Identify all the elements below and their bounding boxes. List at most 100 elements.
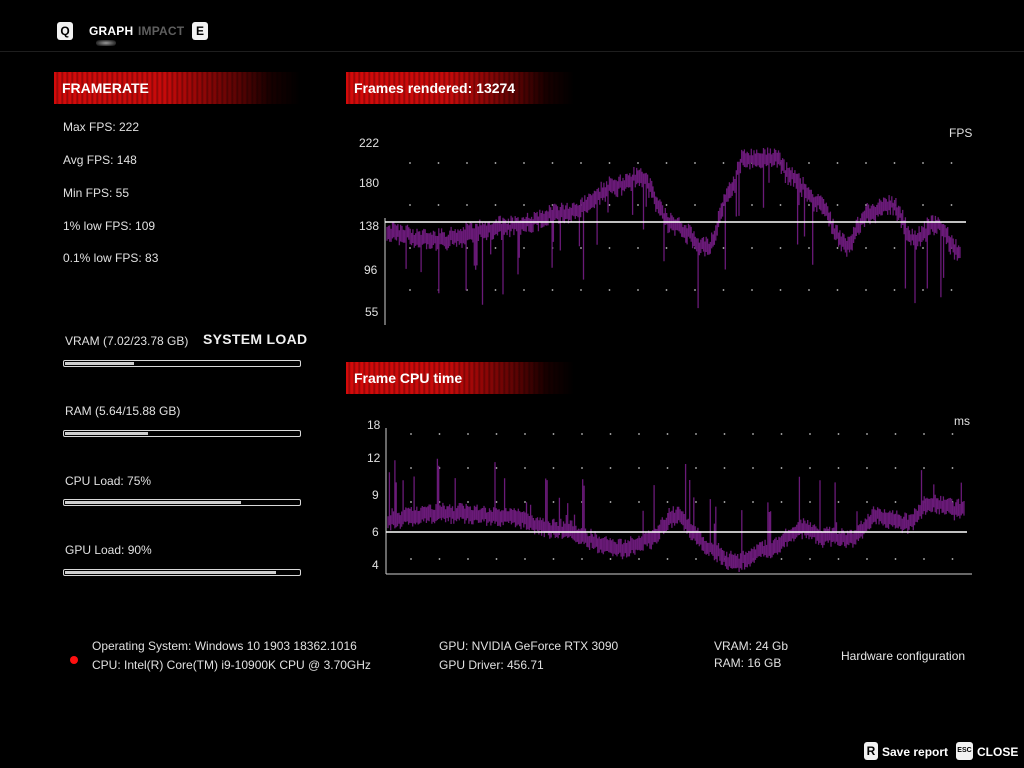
cpu-grid-dot	[752, 433, 754, 435]
fps-ytick: 222	[359, 136, 380, 150]
fps-grid-dot	[893, 247, 896, 249]
fps-grid-dot	[437, 204, 440, 206]
active-tab-indicator	[96, 40, 116, 46]
fps-grid-dot	[665, 204, 668, 206]
cpu-grid-dot	[780, 558, 783, 560]
cpu-grid-dot	[438, 558, 441, 560]
cpu-grid-dot	[495, 467, 498, 469]
cpu-grid-dot	[837, 558, 840, 560]
cpu-grid-dot	[894, 558, 897, 560]
cpu-ytick: 9	[372, 488, 379, 502]
cpu-grid-dot	[866, 433, 868, 435]
cpu-load-bar	[63, 499, 301, 506]
fps-grid-dot	[580, 289, 582, 291]
cpu-grid-dot	[552, 433, 555, 435]
fps-ytick: 180	[359, 176, 380, 190]
cpu-grid-dot	[951, 467, 954, 469]
cpu-ytick: 12	[367, 451, 381, 465]
cpu-grid-dot	[609, 501, 612, 503]
cpu-grid-dot	[524, 501, 526, 503]
fps-grid-dot	[865, 204, 867, 206]
cpu-grid-dot	[524, 433, 526, 435]
cpu-ytick: 18	[367, 418, 381, 432]
fps-grid-dot	[409, 162, 411, 164]
fps-grid-dot	[865, 162, 867, 164]
fps-grid-dot	[608, 247, 611, 249]
fps-grid-dot	[523, 289, 525, 291]
cpu-grid-dot	[438, 433, 441, 435]
close-button[interactable]: CLOSE	[977, 745, 1019, 759]
fps-grid-dot	[494, 247, 497, 249]
esc-key-icon[interactable]: ESC	[956, 742, 973, 760]
fps-grid-dot	[950, 162, 953, 164]
fps-ytick: 55	[365, 305, 379, 319]
fps-grid-dot	[608, 289, 611, 291]
fps-grid-dot	[637, 162, 639, 164]
fps-ytick: 138	[359, 219, 380, 233]
fps-trace	[386, 147, 961, 309]
gpu-load-bar	[63, 569, 301, 576]
fps-grid-dot	[551, 162, 554, 164]
header-divider	[0, 51, 1024, 52]
cpu-grid-dot	[638, 558, 640, 560]
cpu-load-label: CPU Load: 75%	[65, 474, 152, 488]
fps-grid-dot	[494, 204, 497, 206]
cpu-grid-dot	[467, 558, 469, 560]
fps-grid-dot	[751, 204, 753, 206]
hardware-configuration-label: Hardware configuration	[841, 649, 966, 663]
fps-grid-dot	[836, 247, 839, 249]
cpu-trace	[387, 458, 965, 572]
gpu-driver-info: GPU Driver: 456.71	[439, 658, 544, 672]
max-fps-stat: Max FPS: 222	[63, 120, 140, 134]
cpu-grid-dot	[410, 433, 412, 435]
min-fps-stat: Min FPS: 55	[63, 186, 130, 200]
cpu-grid-dot	[609, 467, 612, 469]
tab-graph[interactable]: GRAPH	[89, 24, 134, 38]
fps-grid-dot	[694, 204, 696, 206]
cpu-grid-dot	[866, 558, 868, 560]
fps-grid-dot	[523, 162, 525, 164]
save-report-button[interactable]: Save report	[882, 745, 949, 759]
fps-grid-dot	[551, 289, 554, 291]
cpu-grid-dot	[581, 467, 583, 469]
cpu-info: CPU: Intel(R) Core(TM) i9-10900K CPU @ 3…	[92, 658, 371, 672]
tab-impact[interactable]: IMPACT	[138, 24, 185, 38]
cpu-grid-dot	[552, 558, 555, 560]
fps-grid-dot	[580, 247, 582, 249]
cpu-grid-dot	[923, 467, 925, 469]
vram-load-fill	[65, 362, 134, 365]
cpu-grid-dot	[695, 467, 697, 469]
cpu-grid-dot	[609, 558, 612, 560]
fps-grid-dot	[466, 204, 468, 206]
gpu-load-label: GPU Load: 90%	[65, 543, 152, 557]
e-key-button[interactable]: E	[192, 22, 208, 40]
r-key-icon[interactable]: R	[864, 742, 878, 760]
fps-grid-dot	[494, 289, 497, 291]
fps-grid-dot	[523, 204, 525, 206]
fps-unit-label: FPS	[949, 126, 973, 140]
fps-grid-dot	[865, 247, 867, 249]
cpu-grid-dot	[780, 501, 783, 503]
point-one-percent-low-stat: 0.1% low FPS: 83	[63, 251, 159, 265]
fps-grid-dot	[779, 247, 782, 249]
cpu-grid-dot	[695, 558, 697, 560]
cpu-grid-dot	[809, 558, 811, 560]
cpu-grid-dot	[923, 558, 925, 560]
fps-grid-dot	[437, 162, 440, 164]
cpu-grid-dot	[809, 433, 811, 435]
fps-grid-dot	[722, 289, 725, 291]
cpu-grid-dot	[552, 467, 555, 469]
fps-grid-dot	[779, 204, 782, 206]
fps-grid-dot	[779, 289, 782, 291]
system-load-title: SYSTEM LOAD	[203, 331, 308, 347]
fps-ytick: 96	[364, 263, 378, 277]
fps-grid-dot	[836, 289, 839, 291]
cpu-grid-dot	[752, 501, 754, 503]
cpu-grid-dot	[638, 501, 640, 503]
q-key-button[interactable]: Q	[57, 22, 73, 40]
cpu-grid-dot	[638, 467, 640, 469]
cpu-grid-dot	[495, 433, 498, 435]
cpu-grid-dot	[666, 558, 669, 560]
fps-grid-dot	[409, 204, 411, 206]
